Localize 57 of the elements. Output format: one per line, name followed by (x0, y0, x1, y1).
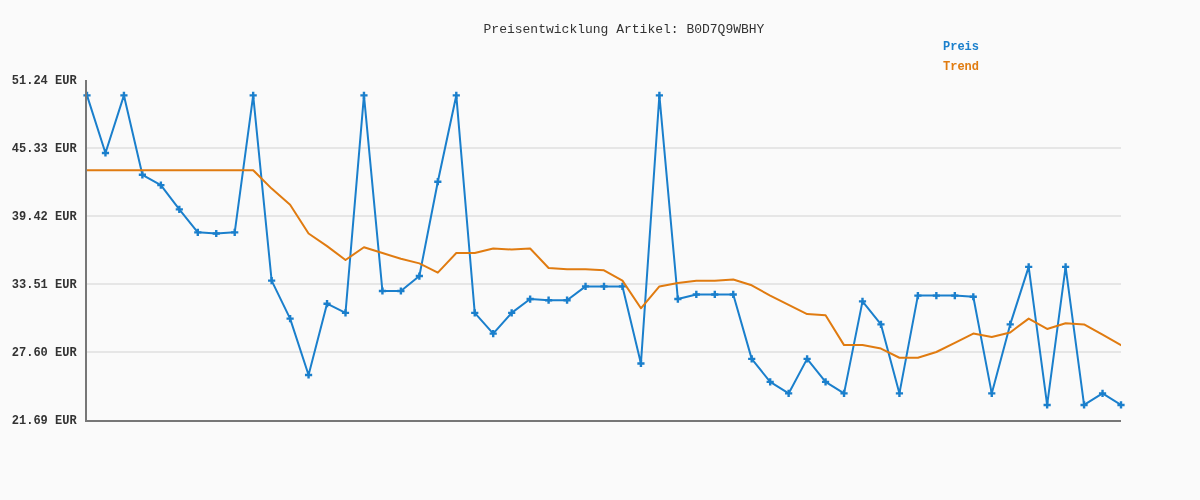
y-tick-label: 27.60 EUR (11, 346, 78, 361)
point (323, 300, 331, 308)
point (1043, 401, 1051, 409)
point (212, 229, 220, 238)
point (637, 359, 645, 368)
point (545, 296, 553, 304)
point (1117, 401, 1125, 409)
point (489, 329, 497, 338)
point (951, 292, 959, 300)
point (268, 277, 276, 285)
y-tick-label: 21.69 EUR (11, 414, 78, 429)
point (821, 378, 830, 386)
point (1006, 320, 1014, 328)
point (508, 309, 516, 317)
y-tick-label: 51.24 EUR (11, 74, 78, 89)
point (840, 389, 848, 398)
point (1062, 263, 1070, 271)
point (858, 297, 867, 305)
point (895, 389, 904, 398)
point (101, 149, 110, 157)
y-tick-label: 33.51 EUR (11, 278, 78, 293)
point (711, 290, 719, 299)
point (729, 290, 737, 299)
point (452, 91, 460, 100)
line-series (87, 169, 1121, 359)
point (1080, 401, 1088, 409)
chart-title: Preisentwicklung Artikel: B0D7Q9WBHY (483, 21, 765, 37)
point (600, 282, 608, 291)
point (120, 91, 128, 100)
point (932, 292, 940, 300)
point (877, 320, 885, 328)
point (360, 91, 368, 100)
point (563, 296, 571, 304)
point (692, 290, 700, 299)
point (526, 295, 534, 303)
point (249, 91, 257, 100)
point (1098, 389, 1107, 398)
point (378, 287, 387, 295)
point (581, 282, 590, 291)
point (674, 295, 682, 303)
point (415, 272, 423, 280)
point (988, 389, 996, 398)
point (286, 315, 294, 323)
point (175, 205, 183, 213)
point (231, 228, 239, 236)
y-tick-label: 39.42 EUR (11, 210, 78, 225)
y-tick-label: 45.33 EUR (11, 142, 78, 157)
point (914, 292, 922, 300)
point (194, 228, 202, 236)
text: Trend (943, 60, 980, 74)
point (785, 389, 793, 398)
text: Preis (943, 40, 980, 54)
point (341, 309, 350, 317)
point (397, 287, 405, 295)
point (138, 171, 146, 179)
point (655, 91, 663, 100)
point (766, 378, 774, 386)
